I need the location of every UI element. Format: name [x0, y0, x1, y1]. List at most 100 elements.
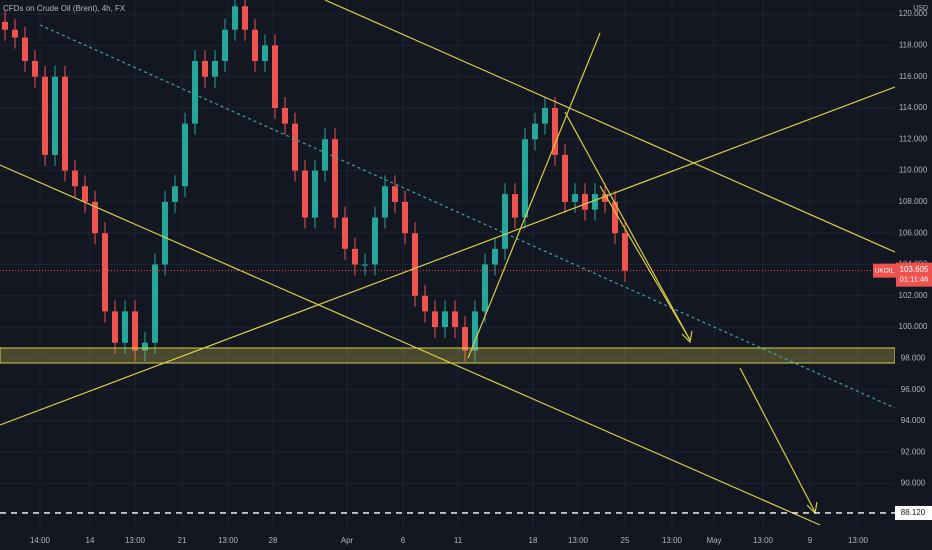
dotted-trend-line — [39, 24, 896, 409]
y-tick-label: 90.000 — [901, 479, 926, 488]
candle-body — [252, 29, 258, 62]
candle-body — [282, 107, 288, 124]
overlay — [0, 270, 895, 514]
candle-body — [382, 186, 388, 218]
candle-body — [172, 186, 178, 202]
x-tick-label: 13:00 — [218, 536, 239, 545]
candle-body — [292, 123, 298, 171]
x-tick-label: 6 — [401, 536, 406, 545]
drawings — [0, 0, 896, 526]
x-tick-label: 13:00 — [753, 536, 774, 545]
x-tick-label: 13:00 — [125, 536, 146, 545]
candle-body — [622, 233, 628, 271]
chart-title: CFDs on Crude Oil (Brent), 4h, FX — [3, 4, 126, 13]
candle-body — [452, 311, 458, 328]
x-tick-label: Apr — [341, 536, 354, 545]
candle-body — [502, 194, 508, 249]
candle-body — [202, 61, 208, 77]
y-tick-label: 120.000 — [899, 9, 928, 18]
grid — [0, 0, 895, 528]
candle-body — [512, 194, 518, 218]
candle-body — [532, 123, 538, 140]
x-tick-label: May — [706, 536, 721, 545]
candles — [2, 0, 628, 362]
x-tick-label: 11 — [454, 536, 463, 545]
candle-body — [222, 29, 228, 62]
candle-body — [542, 107, 548, 124]
x-tick-label: 13:00 — [848, 536, 869, 545]
arrow-head — [681, 330, 693, 344]
axis: 90.000 92.000 94.000 96.000 98.000 100.000 102… — [30, 9, 932, 545]
candle-body — [522, 139, 528, 218]
candle-body — [342, 217, 348, 249]
candle-body — [12, 29, 18, 38]
candle-body — [32, 61, 38, 77]
candle-body — [162, 201, 168, 265]
axis-unit: USD — [913, 5, 928, 12]
candle-body — [262, 45, 268, 62]
y-tick-label: 108.000 — [899, 197, 928, 206]
candle-body — [552, 107, 558, 155]
candle-body — [482, 264, 488, 312]
candle-body — [22, 37, 28, 62]
candle-body — [152, 264, 158, 343]
candle-body — [182, 123, 188, 187]
candle-body — [592, 194, 598, 210]
candle-body — [102, 233, 108, 312]
y-tick-label: 116.000 — [899, 72, 928, 81]
y-tick-label: 112.000 — [899, 134, 928, 143]
candle-body — [582, 194, 588, 210]
candle-body — [62, 76, 68, 171]
candle-body — [322, 139, 328, 171]
x-tick-label: 14 — [86, 536, 95, 545]
candle-body — [612, 201, 618, 234]
candle-body — [122, 311, 128, 343]
candle-body — [302, 170, 308, 218]
candle-body — [312, 170, 318, 218]
candle-body — [372, 217, 378, 265]
x-tick-label: 18 — [529, 536, 538, 545]
symbol-box — [873, 263, 896, 278]
candle-body — [432, 311, 438, 328]
candle-body — [232, 6, 238, 30]
candle-body — [492, 248, 498, 265]
candle-body — [392, 186, 398, 202]
price-line-box — [895, 505, 932, 520]
symbol-label: UKOIL — [875, 267, 895, 274]
countdown-label: 01:11:46 — [900, 275, 929, 284]
candle-body — [462, 327, 468, 351]
y-tick-label: 98.000 — [901, 353, 926, 362]
candle-body — [72, 170, 78, 187]
y-tick-label: 110.000 — [899, 166, 928, 175]
x-tick-label: 28 — [269, 536, 278, 545]
candle-body — [42, 76, 48, 155]
trend-line — [324, 0, 896, 253]
candle-body — [352, 248, 358, 265]
candle-body — [402, 201, 408, 234]
candle-body — [332, 139, 338, 218]
candle-body — [422, 295, 428, 312]
trend-line — [0, 86, 896, 426]
candle-body — [212, 61, 218, 77]
candle-body — [412, 233, 418, 296]
arrow-line — [739, 367, 816, 513]
y-tick-label: 96.000 — [901, 385, 926, 394]
last-price-label: 103.605 — [900, 265, 929, 274]
price-line-label: 88.120 — [901, 508, 926, 517]
candle-body — [362, 264, 368, 266]
support-zone — [0, 347, 896, 364]
trend-line — [467, 32, 601, 359]
x-tick-label: 14:00 — [30, 536, 51, 545]
x-tick-label: 9 — [808, 536, 813, 545]
y-tick-label: 94.000 — [901, 416, 926, 425]
arrow-line — [599, 185, 691, 341]
y-tick-label: 106.000 — [899, 228, 928, 237]
candle-body — [602, 194, 608, 202]
candle-body — [572, 194, 578, 202]
candle-body — [472, 311, 478, 351]
y-tick-label: 118.000 — [899, 40, 928, 49]
arrow-line — [564, 111, 691, 341]
x-tick-label: 13:00 — [662, 536, 683, 545]
